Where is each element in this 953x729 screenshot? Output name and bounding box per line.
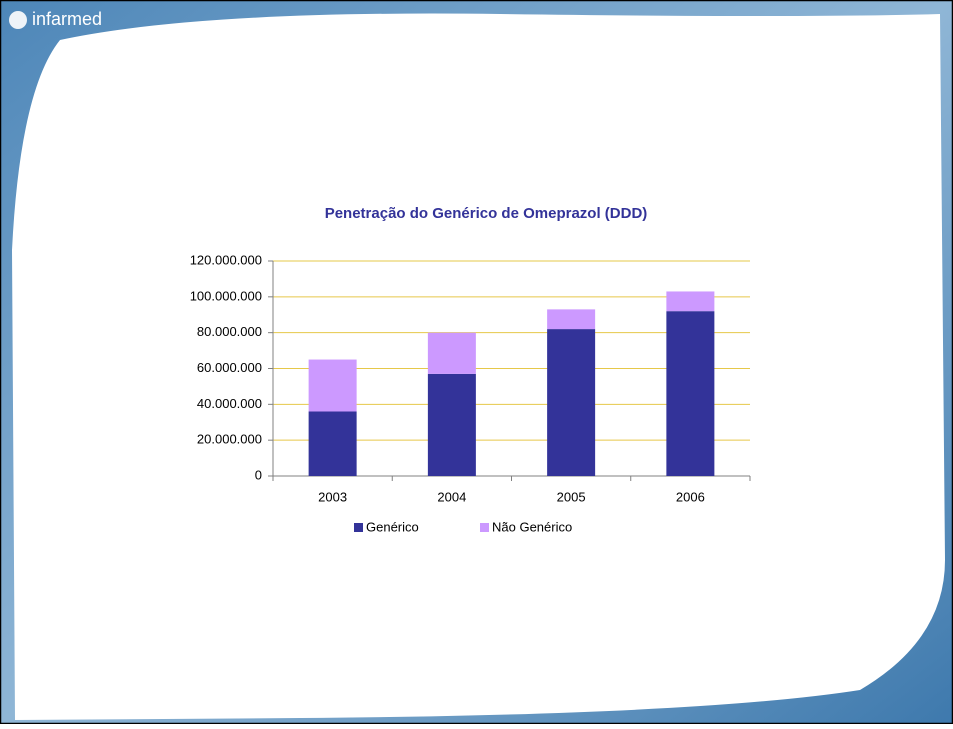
- y-tick-label: 0: [255, 467, 262, 482]
- legend-swatch: [354, 523, 363, 532]
- x-tick-label: 2005: [557, 489, 586, 504]
- bar: [427, 332, 476, 374]
- bar: [547, 329, 596, 476]
- bar: [427, 373, 476, 476]
- x-tick-label: 2003: [318, 489, 347, 504]
- logo-text: infarmed: [32, 9, 102, 29]
- chart: Penetração do Genérico de Omeprazol (DDD…: [190, 205, 751, 534]
- legend-label: Genérico: [366, 519, 419, 534]
- legend-swatch: [480, 523, 489, 532]
- chart-title: Penetração do Genérico de Omeprazol (DDD…: [325, 205, 648, 222]
- y-tick-label: 40.000.000: [197, 396, 262, 411]
- y-tick-label: 60.000.000: [197, 360, 262, 375]
- bar: [547, 309, 596, 330]
- y-tick-label: 80.000.000: [197, 324, 262, 339]
- bar: [308, 411, 357, 476]
- y-tick-label: 120.000.000: [190, 252, 262, 267]
- x-tick-label: 2004: [437, 489, 466, 504]
- bar: [666, 291, 715, 312]
- bar: [666, 311, 715, 476]
- legend-label: Não Genérico: [492, 519, 572, 534]
- bar: [308, 359, 357, 412]
- x-tick-label: 2006: [676, 489, 705, 504]
- slide-panel: [12, 13, 945, 720]
- logo-icon: [9, 11, 27, 29]
- y-tick-label: 20.000.000: [197, 432, 262, 447]
- y-tick-label: 100.000.000: [190, 288, 262, 303]
